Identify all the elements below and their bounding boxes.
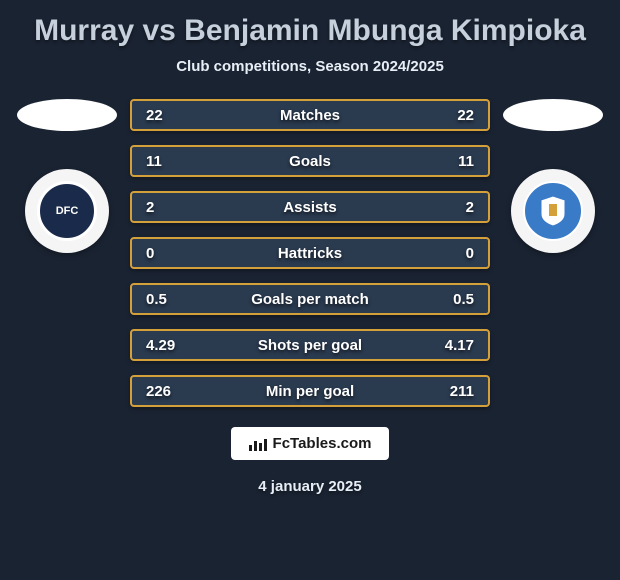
left-player-side: DFC xyxy=(12,99,122,253)
stat-label: Min per goal xyxy=(266,383,354,400)
stat-row-matches: 22 Matches 22 xyxy=(130,99,490,131)
comparison-content: DFC 22 Matches 22 11 Goals 11 2 Assists … xyxy=(0,99,620,407)
stat-left-value: 2 xyxy=(146,199,186,216)
stat-label: Goals per match xyxy=(251,291,369,308)
stat-right-value: 4.17 xyxy=(434,337,474,354)
stat-right-value: 0 xyxy=(434,245,474,262)
stat-row-goals-per-match: 0.5 Goals per match 0.5 xyxy=(130,283,490,315)
stat-label: Assists xyxy=(283,199,336,216)
subtitle: Club competitions, Season 2024/2025 xyxy=(0,58,620,99)
fctables-badge[interactable]: FcTables.com xyxy=(231,427,390,460)
dfc-badge-icon: DFC xyxy=(37,181,97,241)
stat-label: Shots per goal xyxy=(258,337,362,354)
stat-left-value: 11 xyxy=(146,153,186,170)
fctables-label: FcTables.com xyxy=(273,435,372,452)
stat-right-value: 2 xyxy=(434,199,474,216)
stat-label: Hattricks xyxy=(278,245,342,262)
stat-row-hattricks: 0 Hattricks 0 xyxy=(130,237,490,269)
stat-right-value: 11 xyxy=(434,153,474,170)
stat-left-value: 0 xyxy=(146,245,186,262)
left-avatar-placeholder xyxy=(17,99,117,131)
footer: FcTables.com xyxy=(0,427,620,460)
stats-table: 22 Matches 22 11 Goals 11 2 Assists 2 0 … xyxy=(130,99,490,407)
stat-row-shots-per-goal: 4.29 Shots per goal 4.17 xyxy=(130,329,490,361)
right-avatar-placeholder xyxy=(503,99,603,131)
page-title: Murray vs Benjamin Mbunga Kimpioka xyxy=(0,0,620,58)
stj-badge-icon xyxy=(523,181,583,241)
stat-row-assists: 2 Assists 2 xyxy=(130,191,490,223)
stat-left-value: 22 xyxy=(146,107,186,124)
left-club-badge: DFC xyxy=(25,169,109,253)
stat-label: Goals xyxy=(289,153,331,170)
right-club-badge xyxy=(511,169,595,253)
stat-row-min-per-goal: 226 Min per goal 211 xyxy=(130,375,490,407)
stat-label: Matches xyxy=(280,107,340,124)
date-label: 4 january 2025 xyxy=(0,478,620,495)
stat-right-value: 211 xyxy=(434,383,474,400)
stat-left-value: 4.29 xyxy=(146,337,186,354)
stat-left-value: 226 xyxy=(146,383,186,400)
stat-right-value: 22 xyxy=(434,107,474,124)
stat-left-value: 0.5 xyxy=(146,291,186,308)
crest-icon xyxy=(535,196,571,226)
chart-icon xyxy=(249,437,267,451)
stat-right-value: 0.5 xyxy=(434,291,474,308)
stat-row-goals: 11 Goals 11 xyxy=(130,145,490,177)
right-player-side xyxy=(498,99,608,253)
